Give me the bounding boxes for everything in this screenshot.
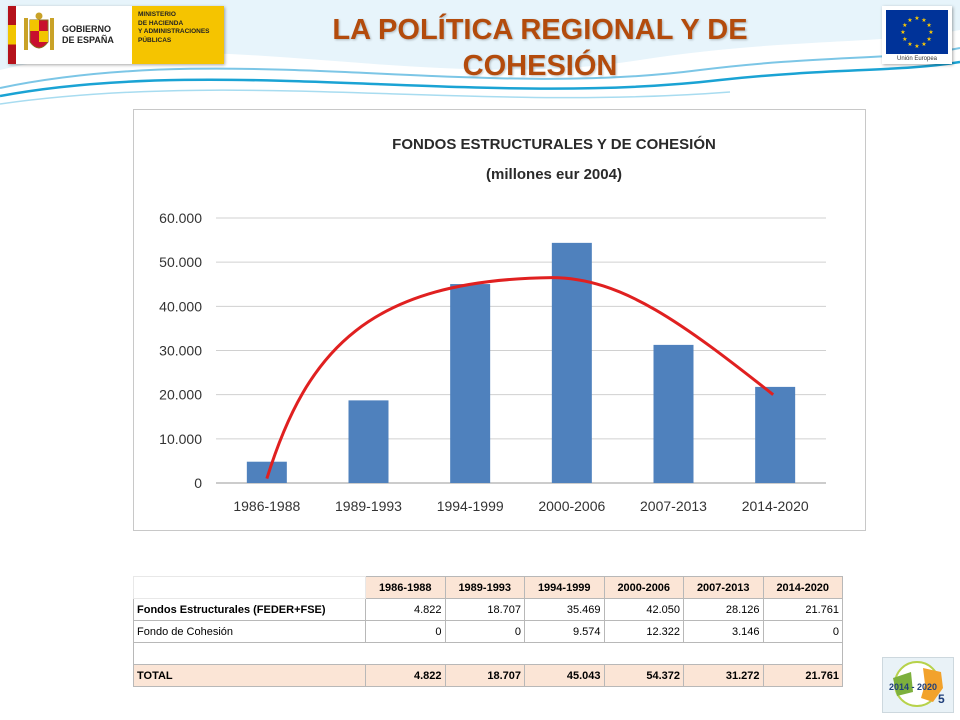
table-cell: 45.043	[524, 664, 605, 687]
gobierno-espana-logo: GOBIERNO DE ESPAÑA MINISTERIO DE HACIEND…	[8, 6, 224, 64]
eu-flag-icon: ★★★★★★★★★ ★ ★★	[886, 10, 948, 54]
bar	[755, 386, 796, 483]
y-tick-label: 60.000	[159, 210, 202, 226]
period-logo-text: 2014 - 2020	[889, 682, 937, 692]
y-tick-label: 50.000	[159, 254, 202, 270]
table-header-cell: 1994-1999	[524, 576, 605, 599]
table-header-cell: 1986-1988	[365, 576, 446, 599]
y-tick-label: 20.000	[159, 387, 202, 403]
table-header-cell: 1989-1993	[444, 576, 525, 599]
programming-period-logo: 2014 - 2020	[882, 657, 954, 713]
bar	[653, 344, 694, 483]
funds-table: 1986-1988 1989-1993 1994-1999 2000-2006 …	[133, 576, 843, 687]
x-tick-label: 1986-1988	[233, 498, 300, 514]
table-cell: 18.707	[444, 598, 525, 621]
x-tick-label: 1994-1999	[437, 498, 504, 514]
x-tick-label: 1989-1993	[335, 498, 402, 514]
bar	[246, 461, 287, 483]
table-spacer-row	[133, 642, 843, 665]
spacer-cell	[133, 642, 843, 665]
table-corner-cell	[133, 576, 366, 599]
eu-star-icon: ★	[902, 22, 907, 29]
table-row: Fondos Estructurales (FEDER+FSE) 4.822 1…	[133, 598, 843, 621]
flag-stripe	[8, 6, 16, 64]
table-row: Fondo de Cohesión 0 0 9.574 12.322 3.146…	[133, 620, 843, 643]
bar	[450, 284, 491, 483]
bar	[551, 242, 592, 483]
eu-star-icon: ★	[907, 17, 912, 24]
table-cell: 0	[444, 620, 525, 643]
slide-title: LA POLÍTICA REGIONAL Y DE COHESIÓN	[270, 12, 810, 84]
trend-curve	[265, 276, 775, 480]
ministry-name: MINISTERIO DE HACIENDA Y ADMINISTRACIONE…	[132, 6, 224, 64]
slide-title-line1: LA POLÍTICA REGIONAL Y DE	[332, 14, 748, 46]
eu-logo: ★ ★ ★ ★ ★ ★ ★ ★ ★ ★ ★ ★ Unión Europea	[882, 6, 952, 64]
table-cell: 9.574	[524, 620, 605, 643]
table-cell: 3.146	[683, 620, 764, 643]
chart-frame: 0 10.000 20.000 30.000 40.000 50.000 60.000 198…	[133, 109, 866, 531]
eu-star-icon: ★	[921, 41, 926, 48]
y-tick-label: 30.000	[159, 343, 202, 359]
row-label: Fondo de Cohesión	[133, 620, 366, 643]
y-tick-label: 0	[194, 475, 202, 491]
table-cell: 12.322	[603, 620, 684, 643]
table-cell: 42.050	[603, 598, 684, 621]
spain-map-icon: 2014 - 2020	[889, 661, 943, 707]
eu-star-icon: ★	[902, 36, 907, 43]
x-tick-label: 2000-2006	[538, 498, 605, 514]
table-cell: 21.761	[762, 664, 843, 687]
table-cell: 0	[762, 620, 843, 643]
table-header-cell: 2000-2006	[603, 576, 684, 599]
y-tick-label: 40.000	[159, 298, 202, 314]
chart-title: FONDOS ESTRUCTURALES Y DE COHESIÓN	[392, 136, 716, 153]
eu-star-icon: ★	[914, 15, 919, 22]
table-cell: 4.822	[365, 598, 446, 621]
table-cell: 54.372	[603, 664, 684, 687]
table-cell: 4.822	[365, 664, 446, 687]
bar	[348, 400, 389, 483]
eu-star-icon: ★	[914, 43, 919, 50]
chart-subtitle: (millones eur 2004)	[486, 166, 622, 183]
page-number: 5	[938, 692, 945, 706]
table-cell: 18.707	[444, 664, 525, 687]
eu-star-icon: ★	[928, 29, 933, 36]
eu-caption: Unión Europea	[896, 56, 938, 62]
gov-name: GOBIERNO DE ESPAÑA	[62, 24, 114, 45]
table-cell: 28.126	[683, 598, 764, 621]
bar-chart: 0 10.000 20.000 30.000 40.000 50.000 60.000 198…	[159, 210, 826, 514]
header-swoosh-decoration	[0, 0, 960, 105]
x-tick-label: 2007-2013	[640, 498, 707, 514]
table-total-row: TOTAL 4.822 18.707 45.043 54.372 31.272 …	[133, 664, 843, 687]
y-tick-label: 10.000	[159, 431, 202, 447]
table-header-cell: 2014-2020	[762, 576, 843, 599]
table-cell: 31.272	[683, 664, 764, 687]
row-label: TOTAL	[133, 664, 366, 687]
row-label: Fondos Estructurales (FEDER+FSE)	[133, 598, 366, 621]
coat-of-arms-icon	[24, 12, 54, 50]
table-cell: 0	[365, 620, 446, 643]
eu-star-icon: ★	[921, 17, 926, 24]
table-header-cell: 2007-2013	[683, 576, 764, 599]
x-tick-label: 2014-2020	[742, 498, 809, 514]
table-header-row: 1986-1988 1989-1993 1994-1999 2000-2006 …	[133, 576, 843, 599]
eu-star-icon: ★	[907, 41, 912, 48]
eu-star-icon: ★	[926, 36, 931, 43]
eu-star-icon: ★	[926, 22, 931, 29]
table-cell: 21.761	[762, 598, 843, 621]
eu-star-icon: ★	[900, 29, 905, 36]
table-cell: 35.469	[524, 598, 605, 621]
slide-title-line2: COHESIÓN	[462, 50, 618, 82]
